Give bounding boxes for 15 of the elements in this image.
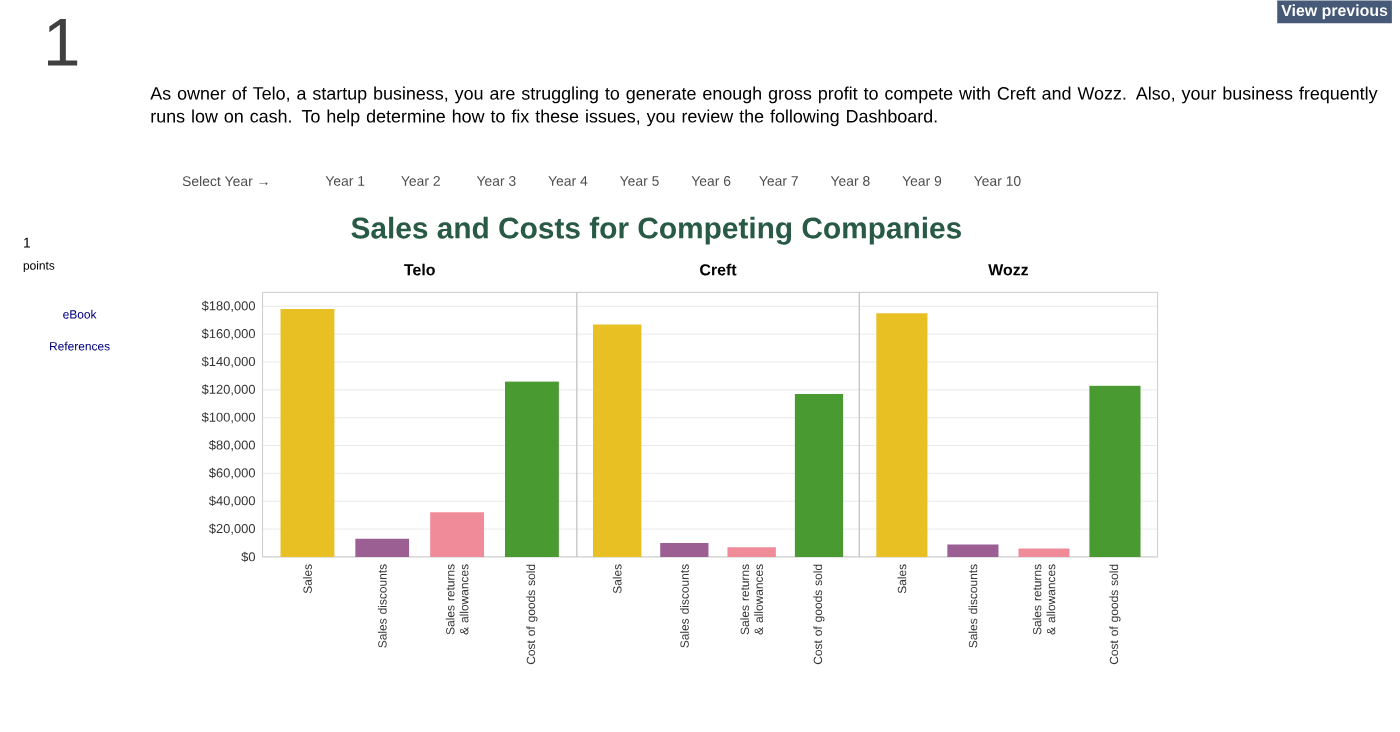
bar: [660, 543, 709, 557]
bar: [592, 324, 642, 557]
text: As owner of Telo, a startup business, you are struggling to generate enough gross profit to compete with Creft and Wozz. Also, your business frequently runs low on cash. To help determine how to fix these issues, you review the following Dashboard.: [150, 86, 1378, 127]
bar: [430, 512, 485, 557]
bar: [794, 394, 844, 557]
bar: [280, 309, 335, 557]
bar: [1089, 385, 1141, 557]
text: Sales and Costs for Competing Companies: [351, 216, 961, 245]
bar: [876, 313, 928, 557]
bar: [727, 547, 776, 557]
bar: [1018, 548, 1070, 557]
bar: [505, 381, 559, 557]
bar: [947, 544, 999, 557]
text: 1: [48, 18, 78, 66]
bar: [355, 538, 410, 557]
